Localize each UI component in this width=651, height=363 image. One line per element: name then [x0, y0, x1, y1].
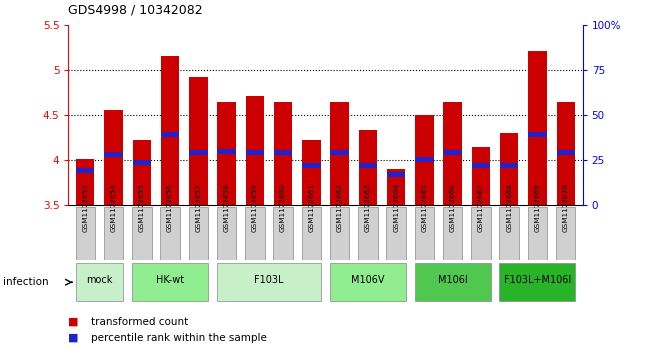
Text: GSM1172660: GSM1172660 — [280, 183, 286, 232]
Bar — [217, 264, 321, 301]
Bar — [415, 264, 491, 301]
Text: GSM1172661: GSM1172661 — [309, 183, 314, 232]
Bar — [217, 207, 236, 260]
Text: ■: ■ — [68, 333, 79, 343]
Bar — [217, 149, 236, 154]
Text: GSM1172656: GSM1172656 — [167, 183, 173, 232]
Bar — [443, 150, 462, 155]
Bar — [245, 150, 264, 155]
Bar — [217, 102, 236, 205]
Bar — [132, 207, 152, 260]
Text: GSM1172668: GSM1172668 — [506, 183, 512, 232]
Text: GSM1172663: GSM1172663 — [365, 183, 371, 232]
Text: GDS4998 / 10342082: GDS4998 / 10342082 — [68, 4, 203, 17]
Bar — [104, 152, 123, 157]
Text: GSM1172659: GSM1172659 — [252, 183, 258, 232]
Bar — [245, 97, 264, 205]
Bar — [330, 207, 350, 260]
Bar — [189, 207, 208, 260]
Bar — [528, 132, 547, 136]
Bar — [331, 102, 349, 205]
Bar — [528, 207, 547, 260]
Bar — [76, 264, 123, 301]
Bar — [189, 150, 208, 155]
Text: GSM1172653: GSM1172653 — [82, 183, 89, 232]
Bar — [556, 207, 575, 260]
Bar — [76, 168, 94, 174]
Text: M106V: M106V — [351, 275, 385, 285]
Bar — [499, 207, 519, 260]
Text: GSM1172669: GSM1172669 — [534, 183, 540, 232]
Text: ■: ■ — [68, 317, 79, 327]
Bar — [133, 160, 151, 165]
Text: GSM1172654: GSM1172654 — [111, 183, 117, 232]
Text: F103L+M106I: F103L+M106I — [504, 275, 571, 285]
Text: GSM1172662: GSM1172662 — [337, 183, 342, 232]
Text: GSM1172667: GSM1172667 — [478, 183, 484, 232]
Bar — [443, 207, 462, 260]
Bar — [104, 207, 123, 260]
Bar — [500, 133, 518, 205]
Bar — [358, 207, 378, 260]
Bar — [330, 264, 406, 301]
Bar — [557, 150, 575, 155]
Bar — [76, 207, 95, 260]
Bar — [387, 169, 406, 205]
Bar — [274, 102, 292, 205]
Bar — [500, 163, 518, 168]
Text: GSM1172655: GSM1172655 — [139, 183, 145, 232]
Bar — [302, 163, 320, 168]
Bar — [302, 140, 320, 205]
Text: F103L: F103L — [255, 275, 284, 285]
Text: HK-wt: HK-wt — [156, 275, 184, 285]
Text: GSM1172657: GSM1172657 — [195, 183, 201, 232]
Text: GSM1172670: GSM1172670 — [562, 183, 569, 232]
Bar — [104, 110, 123, 205]
Bar — [160, 207, 180, 260]
Bar — [274, 150, 292, 155]
Bar — [415, 115, 434, 205]
Bar — [359, 130, 377, 205]
Bar — [331, 150, 349, 155]
Text: infection: infection — [3, 277, 49, 287]
Text: M106I: M106I — [437, 275, 467, 285]
Bar — [76, 159, 94, 205]
Bar — [472, 163, 490, 168]
Text: mock: mock — [86, 275, 113, 285]
Bar — [245, 207, 264, 260]
Bar — [387, 172, 406, 177]
Bar — [387, 207, 406, 260]
Bar — [443, 102, 462, 205]
Bar — [472, 147, 490, 205]
Text: percentile rank within the sample: percentile rank within the sample — [91, 333, 267, 343]
Bar — [415, 207, 434, 260]
Bar — [273, 207, 293, 260]
Text: transformed count: transformed count — [91, 317, 188, 327]
Bar — [132, 264, 208, 301]
Bar — [557, 102, 575, 205]
Text: GSM1172658: GSM1172658 — [223, 183, 230, 232]
Bar — [528, 50, 547, 205]
Bar — [301, 207, 321, 260]
Bar — [161, 132, 179, 136]
Bar — [359, 163, 377, 168]
Bar — [471, 207, 491, 260]
Text: GSM1172666: GSM1172666 — [450, 183, 456, 232]
Bar — [189, 77, 208, 205]
Text: GSM1172664: GSM1172664 — [393, 183, 399, 232]
Text: GSM1172665: GSM1172665 — [421, 183, 428, 232]
Bar — [415, 157, 434, 162]
Bar — [133, 140, 151, 205]
Bar — [499, 264, 575, 301]
Bar — [161, 56, 179, 205]
